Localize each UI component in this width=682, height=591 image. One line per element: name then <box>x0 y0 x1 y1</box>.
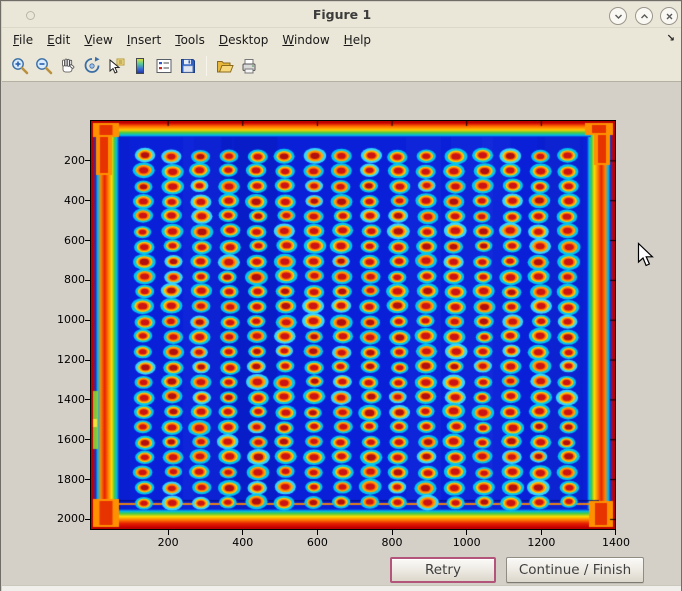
x-tick-label: 200 <box>146 536 190 549</box>
y-tick-mark <box>85 280 90 281</box>
figure-toolbar <box>2 51 682 82</box>
y-tick-label: 1200 <box>41 353 85 366</box>
x-tick-mark <box>168 530 169 535</box>
x-tick-mark <box>541 530 542 535</box>
y-tick-mark <box>85 479 90 480</box>
chevron-up-icon <box>637 9 652 24</box>
x-tick-label: 1400 <box>594 536 638 549</box>
maximize-button[interactable] <box>635 7 653 25</box>
x-tick-label: 1000 <box>445 536 489 549</box>
zoom-in-icon <box>10 56 30 76</box>
y-tick-label: 400 <box>41 194 85 207</box>
pan-hand-icon <box>58 56 78 76</box>
minimize-button[interactable] <box>609 7 627 25</box>
close-button[interactable] <box>660 7 678 25</box>
y-tick-label: 200 <box>41 154 85 167</box>
y-tick-mark <box>85 439 90 440</box>
x-tick-mark <box>242 530 243 535</box>
y-tick-label: 800 <box>41 273 85 286</box>
colorbar-button[interactable] <box>128 54 152 78</box>
menu-item-help[interactable]: Help <box>337 31 378 49</box>
figure-window: Figure 1 FileEditViewInsertToolsDesktopW… <box>0 0 682 591</box>
y-tick-mark <box>85 519 90 520</box>
x-tick-label: 800 <box>370 536 414 549</box>
save-icon <box>178 56 198 76</box>
menu-overflow-arrow[interactable]: ↘ <box>667 33 675 44</box>
legend-icon <box>154 56 174 76</box>
y-tick-label: 1800 <box>41 473 85 486</box>
legend-button[interactable] <box>152 54 176 78</box>
pan-button[interactable] <box>56 54 80 78</box>
close-icon <box>662 9 677 24</box>
window-header: Figure 1 FileEditViewInsertToolsDesktopW… <box>2 2 682 82</box>
open-file-button[interactable] <box>213 54 237 78</box>
open-folder-icon <box>215 56 235 76</box>
zoom-out-button[interactable] <box>32 54 56 78</box>
menu-item-tools[interactable]: Tools <box>168 31 212 49</box>
menu-item-desktop[interactable]: Desktop <box>212 31 276 49</box>
save-button[interactable] <box>176 54 200 78</box>
x-tick-label: 1200 <box>519 536 563 549</box>
rotate-3d-button[interactable] <box>80 54 104 78</box>
zoom-in-button[interactable] <box>8 54 32 78</box>
title-bar[interactable]: Figure 1 <box>2 2 682 28</box>
menu-item-file[interactable]: File <box>6 31 40 49</box>
print-icon <box>239 56 259 76</box>
retry-button[interactable]: Retry <box>390 557 496 583</box>
continue-finish-button[interactable]: Continue / Finish <box>506 557 644 583</box>
x-tick-label: 600 <box>295 536 339 549</box>
y-tick-mark <box>85 320 90 321</box>
y-tick-mark <box>85 240 90 241</box>
menu-item-edit[interactable]: Edit <box>40 31 77 49</box>
y-tick-mark <box>85 399 90 400</box>
window-bottom-strip <box>2 585 682 591</box>
window-title: Figure 1 <box>2 7 682 22</box>
y-tick-label: 1400 <box>41 393 85 406</box>
print-button[interactable] <box>237 54 261 78</box>
y-tick-mark <box>85 360 90 361</box>
x-tick-label: 400 <box>221 536 265 549</box>
y-tick-label: 600 <box>41 234 85 247</box>
y-tick-label: 1600 <box>41 433 85 446</box>
chevron-down-icon <box>611 9 626 24</box>
menu-item-view[interactable]: View <box>77 31 119 49</box>
toolbar-separator <box>206 56 207 76</box>
y-tick-label: 2000 <box>41 512 85 525</box>
x-tick-mark <box>615 530 616 535</box>
figure-image[interactable] <box>91 121 615 529</box>
colorbar-icon <box>130 56 150 76</box>
y-tick-mark <box>85 200 90 201</box>
menu-item-window[interactable]: Window <box>275 31 336 49</box>
x-tick-mark <box>466 530 467 535</box>
y-tick-label: 1000 <box>41 313 85 326</box>
menu-item-insert[interactable]: Insert <box>120 31 168 49</box>
rotate-3d-icon <box>82 56 102 76</box>
data-cursor-button[interactable] <box>104 54 128 78</box>
menu-bar: FileEditViewInsertToolsDesktopWindowHelp <box>2 29 682 51</box>
x-tick-mark <box>317 530 318 535</box>
x-tick-mark <box>392 530 393 535</box>
y-tick-mark <box>85 160 90 161</box>
zoom-out-icon <box>34 56 54 76</box>
data-cursor-icon <box>106 56 126 76</box>
